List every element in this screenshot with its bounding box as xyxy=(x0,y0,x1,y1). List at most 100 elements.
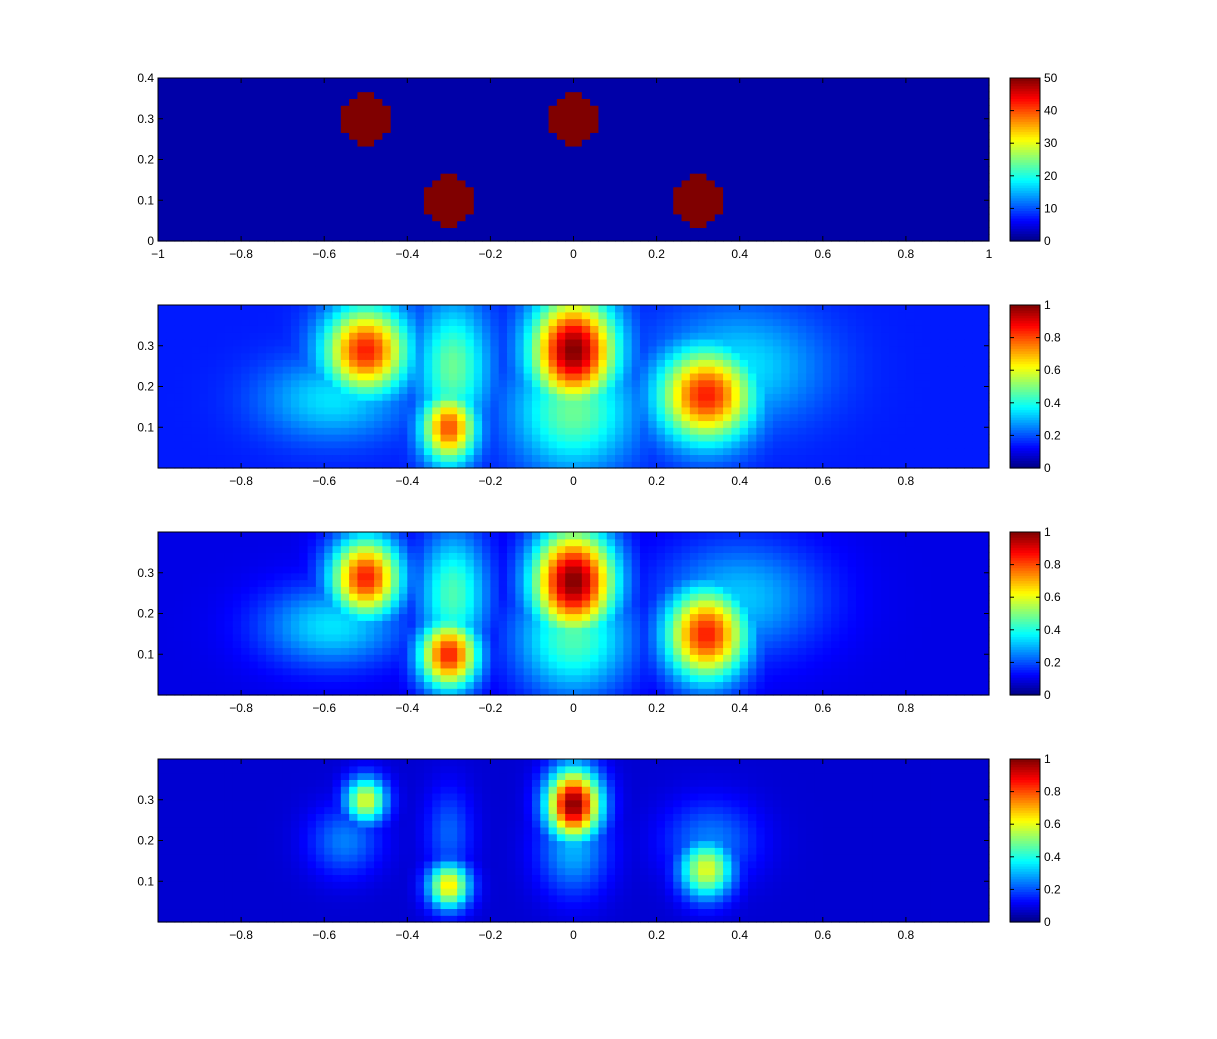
heatmap-cell xyxy=(224,84,234,93)
colorbar-swatch xyxy=(1010,113,1040,117)
heatmap-cell xyxy=(457,461,467,469)
heatmap-cell xyxy=(523,91,533,99)
heatmap-cell xyxy=(349,234,359,242)
heatmap-cell xyxy=(448,311,458,320)
heatmap-cell xyxy=(723,98,732,106)
heatmap-cell xyxy=(714,118,724,127)
heatmap-cell xyxy=(382,207,392,215)
heatmap-cell xyxy=(448,406,458,415)
heatmap-cell xyxy=(158,234,167,242)
heatmap-cell xyxy=(955,406,965,415)
heatmap-cell xyxy=(615,98,624,106)
heatmap-cell xyxy=(565,98,575,106)
heatmap-cell xyxy=(274,318,284,326)
heatmap-cell xyxy=(623,352,633,360)
heatmap-cell xyxy=(781,461,791,469)
heatmap-cell xyxy=(706,139,716,147)
heatmap-cell xyxy=(880,332,890,340)
heatmap-cell xyxy=(324,186,334,195)
heatmap-cell xyxy=(872,186,882,195)
heatmap-cell xyxy=(257,111,267,120)
heatmap-cell xyxy=(515,220,525,229)
x-tick-label: 0.8 xyxy=(898,474,915,488)
heatmap-cell xyxy=(249,207,259,215)
heatmap-cell xyxy=(390,200,400,208)
heatmap-cell xyxy=(939,78,949,86)
heatmap-cell xyxy=(415,311,425,320)
heatmap-cell xyxy=(299,325,309,333)
heatmap-cell xyxy=(432,207,442,215)
heatmap-cell xyxy=(864,400,874,408)
heatmap-cell xyxy=(299,413,309,422)
heatmap-cell xyxy=(673,173,683,181)
heatmap-cell xyxy=(681,406,691,415)
heatmap-cell xyxy=(623,379,633,388)
heatmap-cell xyxy=(473,440,483,449)
heatmap-cell xyxy=(349,200,359,208)
heatmap-cell xyxy=(880,352,890,360)
heatmap-cell xyxy=(324,400,334,408)
heatmap-cell xyxy=(714,78,724,86)
heatmap-cell xyxy=(482,200,491,208)
heatmap-cell xyxy=(631,440,641,449)
heatmap-cell xyxy=(307,434,317,442)
heatmap-cell xyxy=(689,213,699,222)
heatmap-cell xyxy=(905,372,915,381)
heatmap-cell xyxy=(889,207,899,215)
heatmap-cell xyxy=(407,118,417,127)
heatmap-cell xyxy=(905,91,915,99)
heatmap-cell xyxy=(606,220,616,229)
heatmap-cell xyxy=(922,145,932,154)
heatmap-cell xyxy=(615,193,624,201)
heatmap-cell xyxy=(781,386,791,394)
heatmap-cell xyxy=(748,461,757,469)
heatmap-cell xyxy=(914,386,924,394)
heatmap-cell xyxy=(947,379,957,388)
heatmap-cell xyxy=(540,227,550,235)
heatmap-cell xyxy=(158,440,167,449)
x-tick-label: −0.6 xyxy=(312,247,336,261)
heatmap-cell xyxy=(448,166,458,174)
heatmap-cell xyxy=(839,91,849,99)
heatmap-cell xyxy=(357,372,367,381)
heatmap-cell xyxy=(324,311,334,320)
heatmap-cell xyxy=(407,372,417,381)
heatmap-cell xyxy=(340,125,350,133)
heatmap-cell xyxy=(199,372,209,381)
heatmap-cell xyxy=(324,359,334,367)
heatmap-cell xyxy=(166,427,176,435)
heatmap-cell xyxy=(548,145,558,154)
heatmap-cell xyxy=(332,159,342,167)
heatmap-cell xyxy=(980,105,990,113)
heatmap-cell xyxy=(955,386,965,394)
heatmap-cell xyxy=(266,318,275,326)
heatmap-cell xyxy=(365,420,375,428)
heatmap-cell xyxy=(440,118,450,127)
heatmap-cell xyxy=(249,234,259,242)
heatmap-cell xyxy=(764,132,774,140)
heatmap-cell xyxy=(565,105,575,113)
heatmap-cell xyxy=(639,372,649,381)
heatmap-cell xyxy=(540,200,550,208)
heatmap-cell xyxy=(590,447,600,456)
heatmap-cell xyxy=(224,111,234,120)
heatmap-cell xyxy=(822,98,832,106)
heatmap-cell xyxy=(340,305,350,313)
heatmap-cell xyxy=(473,78,483,86)
heatmap-cell xyxy=(398,332,408,340)
heatmap-cell xyxy=(158,338,167,347)
heatmap-cell xyxy=(282,213,292,222)
heatmap-cell xyxy=(856,234,865,242)
heatmap-cell xyxy=(473,318,483,326)
heatmap-cell xyxy=(689,352,699,360)
heatmap-cell xyxy=(955,105,965,113)
heatmap-cell xyxy=(415,105,425,113)
heatmap-cell xyxy=(507,118,516,127)
heatmap-cell xyxy=(540,420,550,428)
heatmap-cell xyxy=(182,440,192,449)
heatmap-cell xyxy=(274,352,284,360)
y-tick-label: 0.3 xyxy=(137,112,154,126)
heatmap-cell xyxy=(507,427,516,435)
heatmap-cell xyxy=(332,359,342,367)
heatmap-cell xyxy=(457,227,467,235)
